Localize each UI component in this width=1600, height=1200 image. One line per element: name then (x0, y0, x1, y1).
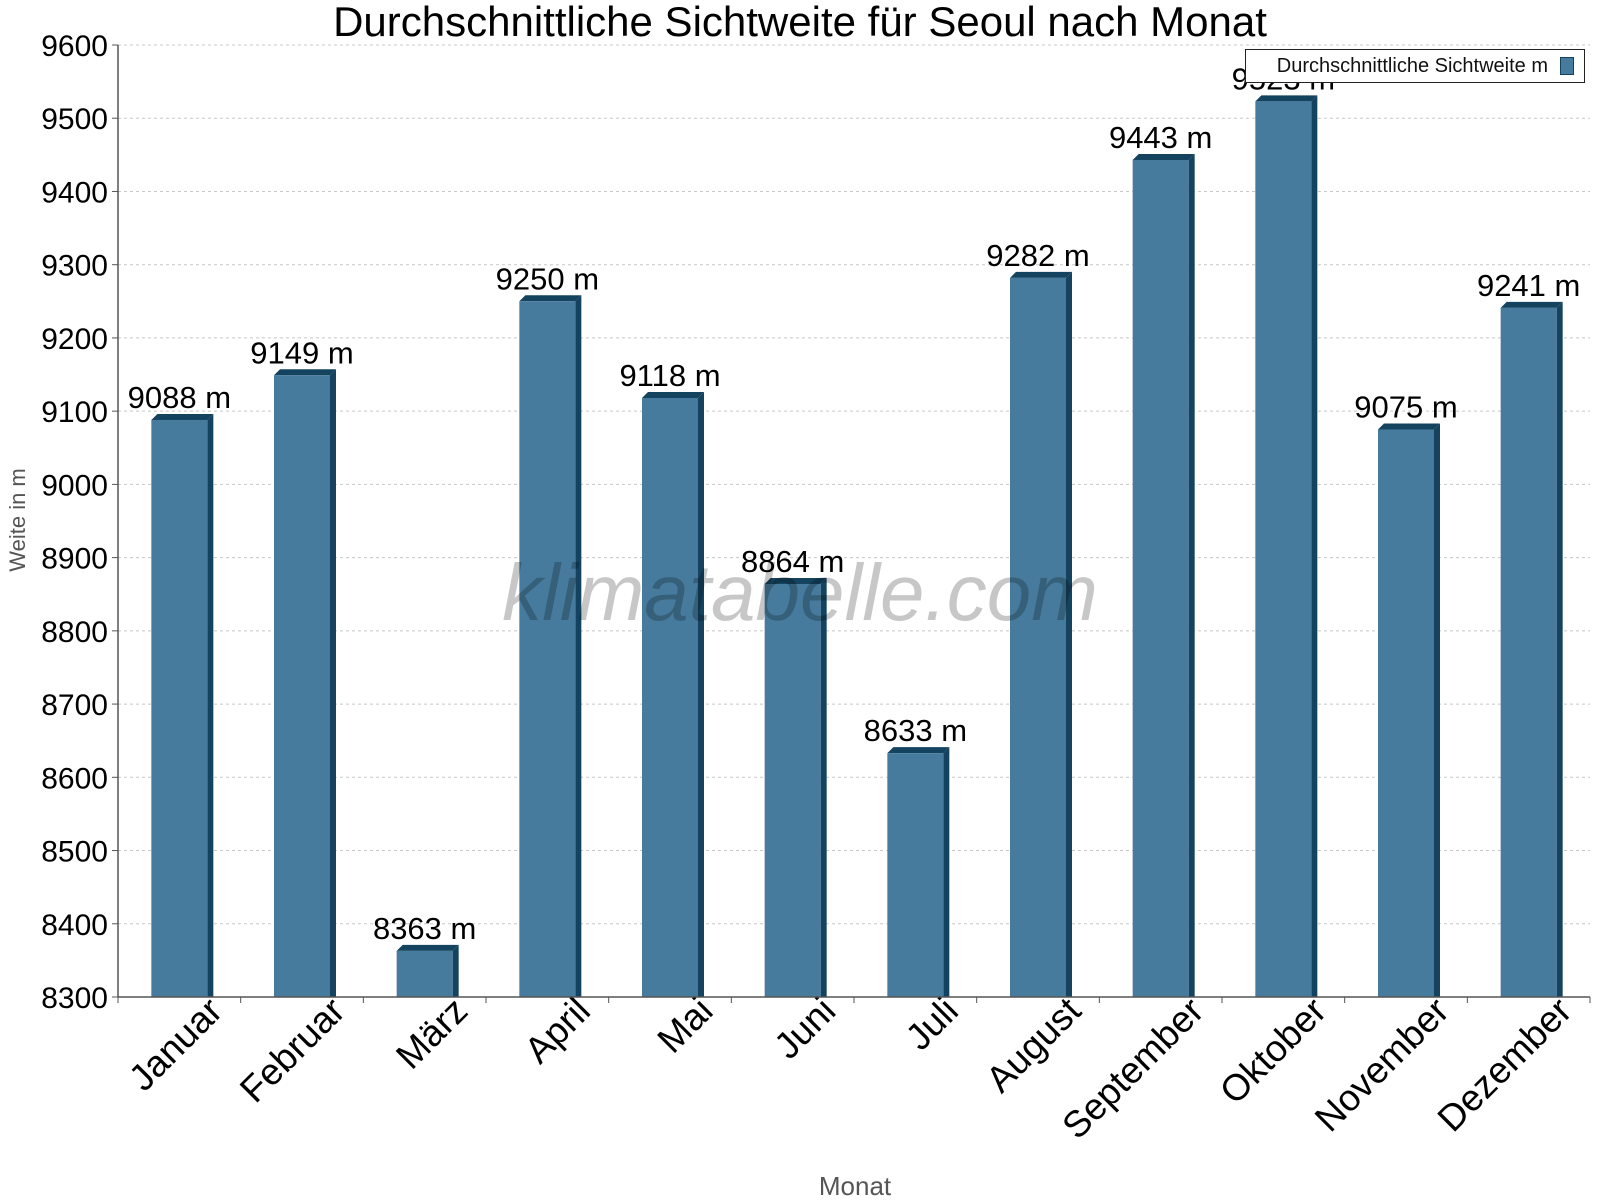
y-tick-label: 8900 (41, 543, 108, 576)
y-tick-label: 9500 (41, 103, 108, 136)
bar-august (1010, 271, 1072, 997)
bar-side (1556, 301, 1563, 998)
legend-swatch (1560, 57, 1574, 75)
bar-side (1434, 423, 1440, 997)
data-label: 9443 m (1109, 120, 1212, 155)
y-tick-label: 9100 (41, 396, 108, 429)
bar-side (698, 391, 704, 998)
grid-layer (118, 44, 1590, 925)
x-tick-label: Dezember (1430, 990, 1580, 1140)
bar-side (575, 295, 582, 997)
y-tick-label: 8300 (41, 982, 108, 1015)
data-label: 9282 m (986, 238, 1089, 273)
x-tick-label: Juni (766, 990, 843, 1067)
bar-face (151, 419, 208, 997)
bar-top (887, 747, 950, 754)
bar-side (1188, 153, 1195, 998)
watermark: klimatabelle.com (502, 548, 1098, 637)
bar-märz (396, 944, 459, 997)
bar-side (1066, 271, 1072, 997)
bar-face (1010, 277, 1066, 997)
x-tick-label: Juli (898, 990, 966, 1058)
bar-juni (764, 577, 827, 997)
legend: Durchschnittliche Sichtweite m (1245, 49, 1585, 83)
bar-april (519, 295, 582, 997)
bar-top (151, 413, 214, 420)
bar-top (1010, 271, 1072, 278)
bar-face (887, 753, 944, 997)
bar-top (396, 944, 459, 951)
bar-top (1378, 423, 1440, 430)
bar-juli (887, 747, 950, 997)
bars-layer (151, 95, 1563, 998)
bar-top (1132, 153, 1195, 160)
bar-top (764, 577, 827, 584)
data-label: 8363 m (373, 911, 476, 946)
bar-side (207, 413, 214, 997)
bar-face (642, 397, 698, 998)
legend-label: Durchschnittliche Sichtweite m (1276, 54, 1548, 77)
bar-top (519, 295, 582, 302)
bar-side (452, 944, 459, 997)
y-tick-label: 8800 (41, 616, 108, 649)
bar-face (1132, 159, 1189, 998)
bar-side (1311, 95, 1318, 997)
bar-face (519, 301, 576, 997)
y-tick-label: 8500 (41, 836, 108, 869)
bar-top (1500, 301, 1563, 308)
x-axis-title: Monat (819, 1171, 892, 1200)
bar-top (1255, 95, 1318, 102)
bar-face (396, 950, 453, 997)
y-tick-label: 8600 (41, 762, 108, 795)
x-tick-label: Oktober (1212, 990, 1334, 1112)
data-label: 9241 m (1477, 268, 1580, 303)
chart-title: Durchschnittliche Sichtweite für Seoul n… (333, 0, 1267, 45)
y-tick-label: 8400 (41, 909, 108, 942)
bar-face (764, 583, 821, 997)
y-tick-label: 8700 (41, 689, 108, 722)
data-label: 8864 m (741, 544, 844, 579)
bar-face (1255, 101, 1312, 997)
bar-side (943, 747, 950, 997)
x-tick-label: August (978, 989, 1089, 1100)
y-axis-title: Weite in m (5, 468, 30, 572)
data-label: 9088 m (128, 380, 231, 415)
data-label: 9149 m (250, 335, 353, 370)
bar-oktober (1255, 95, 1318, 997)
bar-november (1378, 423, 1440, 997)
x-tick-label: Mai (650, 990, 721, 1061)
x-tick-label: März (388, 990, 475, 1077)
x-tick-label: Januar (121, 990, 230, 1099)
y-tick-label: 9000 (41, 469, 108, 502)
y-tick-label: 9600 (41, 30, 108, 63)
bar-face (1500, 307, 1557, 998)
data-label: 8633 m (864, 713, 967, 748)
bar-dezember (1500, 301, 1563, 998)
bar-januar (151, 413, 214, 997)
labels-layer: 9088 m 9149 m 8363 m 9250 m 9118 m 8864 m 8633… (128, 61, 1581, 945)
bar-side (330, 369, 336, 998)
bar-september (1132, 153, 1195, 998)
x-tick-label: November (1307, 990, 1457, 1140)
data-label: 9075 m (1354, 389, 1457, 424)
y-tick-label: 9200 (41, 323, 108, 356)
bar-februar (274, 369, 336, 998)
data-label: 9118 m (619, 358, 720, 393)
data-label: 9250 m (496, 261, 599, 296)
bar-face (274, 375, 330, 998)
bar-face (1378, 429, 1434, 997)
bar-top (642, 391, 704, 398)
bar-side (820, 577, 827, 997)
y-tick-label: 9300 (41, 250, 108, 283)
x-tick-label: April (517, 990, 598, 1071)
y-tick-label: 9400 (41, 176, 108, 209)
x-tick-label: Februar (232, 990, 353, 1111)
bar-top (274, 369, 336, 376)
bar-mai (642, 391, 704, 998)
